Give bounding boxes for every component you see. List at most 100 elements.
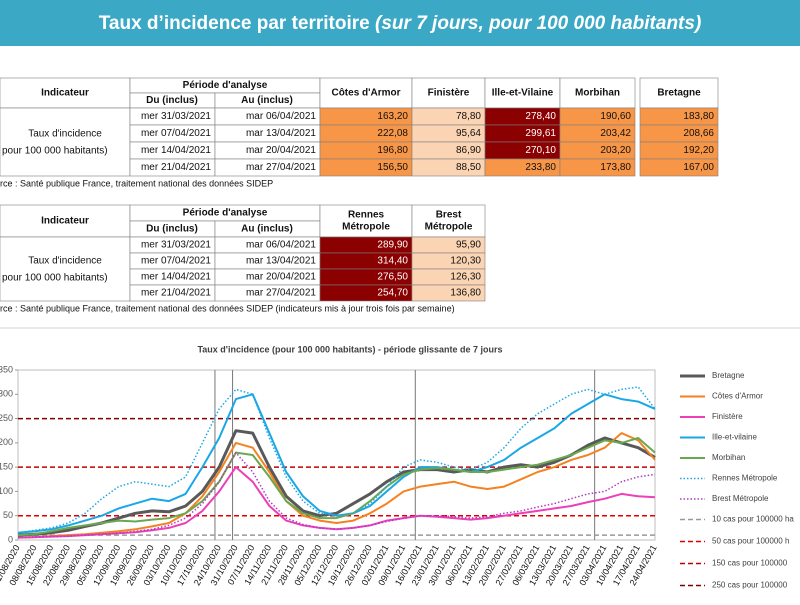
y-tick-label: 100 bbox=[0, 486, 13, 496]
legend-label: 50 cas pour 100000 h bbox=[712, 537, 789, 546]
cell-text: 95,64 bbox=[456, 128, 481, 139]
cell-text: 203,42 bbox=[600, 128, 631, 139]
cell-text: mer 21/04/2021 bbox=[141, 162, 211, 173]
table-cell bbox=[639, 158, 719, 177]
header-text: Au (inclus) bbox=[241, 95, 293, 106]
cell-text: 163,20 bbox=[377, 111, 408, 122]
cell-text: 167,00 bbox=[683, 162, 714, 173]
y-tick-label: 50 bbox=[3, 510, 13, 520]
y-tick-label: 0 bbox=[8, 534, 13, 544]
header-text: Finistère bbox=[428, 88, 470, 99]
cell-text: mer 07/04/2021 bbox=[141, 256, 211, 267]
cell-text: 120,30 bbox=[450, 256, 481, 267]
legend-label: Bretagne bbox=[712, 371, 745, 380]
banner-title: Taux d’incidence par territoire (sur 7 j… bbox=[99, 13, 702, 34]
cell-text: mer 21/04/2021 bbox=[141, 288, 211, 299]
cell-text: mar 27/04/2021 bbox=[246, 288, 316, 299]
table-cell bbox=[559, 77, 636, 109]
cell-text: 183,80 bbox=[683, 111, 714, 122]
table-cell bbox=[319, 204, 413, 238]
table-cell bbox=[639, 77, 719, 109]
row-label: pour 100 000 habitants) bbox=[2, 146, 108, 157]
cell-text: 276,50 bbox=[377, 272, 408, 283]
table-cell bbox=[0, 107, 131, 177]
table-cell bbox=[0, 236, 131, 302]
series-line bbox=[17, 429, 656, 537]
cell-text: 192,20 bbox=[683, 145, 714, 156]
cell-text: 190,60 bbox=[600, 111, 631, 122]
row-label: pour 100 000 habitants) bbox=[2, 273, 108, 284]
cell-text: mer 31/03/2021 bbox=[141, 111, 211, 122]
cell-text: mer 31/03/2021 bbox=[141, 240, 211, 251]
cell-text: 270,10 bbox=[525, 145, 556, 156]
source-note: rce : Santé publique France, traitement … bbox=[0, 178, 273, 188]
series-line bbox=[17, 451, 656, 539]
header-text: Ille-et-Vilaine bbox=[492, 88, 554, 99]
legend-label: Brest Métropole bbox=[712, 494, 769, 503]
cell-text: mar 20/04/2021 bbox=[246, 272, 316, 283]
title: Taux d’incidence par territoire bbox=[99, 13, 370, 34]
source-note: rce : Santé publique France, traitement … bbox=[0, 303, 455, 313]
cell-text: 208,66 bbox=[683, 128, 714, 139]
series-line bbox=[17, 386, 656, 534]
cell-text: 173,80 bbox=[600, 162, 631, 173]
legend-label: Ille-et-vilaine bbox=[712, 433, 757, 442]
header-text: Rennes bbox=[348, 210, 385, 221]
header-text: Brest bbox=[436, 210, 462, 221]
cell-text: 299,61 bbox=[525, 128, 556, 139]
cell-text: mer 07/04/2021 bbox=[141, 128, 211, 139]
header-text: Indicateur bbox=[41, 88, 89, 99]
cell-text: 136,80 bbox=[450, 288, 481, 299]
header-text: Bretagne bbox=[657, 88, 701, 99]
header-text: Du (inclus) bbox=[146, 95, 198, 106]
chart-title: Taux d'incidence (pour 100 000 habitants… bbox=[197, 344, 502, 354]
plot-frame bbox=[17, 369, 656, 541]
y-tick-label: 250 bbox=[0, 413, 13, 423]
header-text: Morbihan bbox=[575, 88, 620, 99]
banner bbox=[0, 0, 800, 46]
legend-label: 10 cas pour 100000 ha bbox=[712, 515, 794, 524]
cell-text: mer 14/04/2021 bbox=[141, 145, 211, 156]
legend-label: 150 cas pour 100000 bbox=[712, 559, 788, 568]
legend-label: Morbihan bbox=[712, 453, 745, 462]
series-line bbox=[17, 432, 656, 539]
header-text: Côtes d'Armor bbox=[331, 88, 400, 99]
cell-text: 314,40 bbox=[377, 256, 408, 267]
legend-label: Côtes d'Armor bbox=[712, 392, 763, 401]
cell-text: 222,08 bbox=[377, 128, 408, 139]
cell-text: 254,70 bbox=[377, 288, 408, 299]
y-tick-label: 200 bbox=[0, 437, 13, 447]
cell-text: mar 13/04/2021 bbox=[246, 256, 316, 267]
row-label: Taux d'incidence bbox=[28, 129, 102, 140]
header-text: Période d'analyse bbox=[183, 80, 268, 91]
cell-text: 88,50 bbox=[456, 162, 481, 173]
table-cell bbox=[411, 77, 486, 109]
cell-text: 156,50 bbox=[377, 162, 408, 173]
row-label: Taux d'incidence bbox=[28, 256, 102, 267]
header-text: Au (inclus) bbox=[241, 224, 293, 235]
cell-text: mar 20/04/2021 bbox=[246, 145, 316, 156]
legend-label: Rennes Métropole bbox=[712, 474, 778, 483]
header-text: Métropole bbox=[342, 222, 390, 233]
table-cell bbox=[0, 77, 131, 109]
table-cell bbox=[411, 284, 486, 302]
cell-text: 278,40 bbox=[525, 111, 556, 122]
cell-text: 289,90 bbox=[377, 240, 408, 251]
cell-text: 203,20 bbox=[600, 145, 631, 156]
legend-label: 250 cas pour 100000 bbox=[712, 581, 788, 590]
cell-text: mar 06/04/2021 bbox=[246, 240, 316, 251]
header-text: Métropole bbox=[425, 222, 473, 233]
cell-text: 78,80 bbox=[456, 111, 481, 122]
cell-text: mer 14/04/2021 bbox=[141, 272, 211, 283]
cell-text: mar 13/04/2021 bbox=[246, 128, 316, 139]
table-cell bbox=[0, 204, 131, 238]
header-text: Indicateur bbox=[41, 216, 89, 227]
cell-text: 95,90 bbox=[456, 240, 481, 251]
y-tick-label: 300 bbox=[0, 389, 13, 399]
header-text: Période d'analyse bbox=[183, 208, 268, 219]
y-tick-label: 150 bbox=[0, 462, 13, 472]
y-tick-label: 350 bbox=[0, 364, 13, 374]
cell-text: 126,30 bbox=[450, 272, 481, 283]
series-line bbox=[17, 437, 656, 537]
